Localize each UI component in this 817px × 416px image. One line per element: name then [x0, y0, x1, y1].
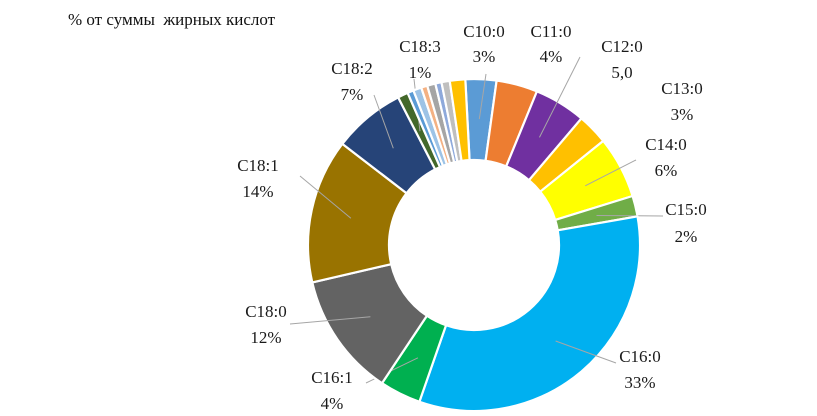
- slice-category-c16-0: C16:0: [619, 347, 661, 366]
- slice-value-c18-0: 12%: [250, 328, 281, 347]
- slice-category-c18-2: C18:2: [331, 59, 373, 78]
- slice-value-c16-0: 33%: [624, 373, 655, 392]
- leader-line-c18-1: [299, 175, 352, 219]
- slice-value-c14-0: 6%: [655, 161, 678, 180]
- slice-value-c10-0: 3%: [473, 47, 496, 66]
- leader-line-c12-0: [539, 56, 581, 138]
- leader-line-c16-0: [555, 340, 617, 364]
- chart-title: % от суммы жирных кислот: [68, 10, 276, 29]
- slice-value-c18-3: 1%: [409, 63, 432, 82]
- slice-category-c13-0: C13:0: [661, 79, 703, 98]
- slice-category-c18-3: C18:3: [399, 37, 441, 56]
- slice-value-c12-0: 5,0: [611, 63, 632, 82]
- slice-category-c15-0: C15:0: [665, 200, 707, 219]
- slice-minor-18: [448, 78, 471, 163]
- slice-value-c16-1: 4%: [321, 394, 344, 413]
- slice-category-c18-1: C18:1: [237, 156, 279, 175]
- slice-category-c14-0: C14:0: [645, 135, 687, 154]
- slice-c16-0: [418, 215, 642, 413]
- slice-category-c18-0: C18:0: [245, 302, 287, 321]
- slice-category-c10-0: C10:0: [463, 22, 505, 41]
- slice-value-c11-0: 4%: [540, 47, 563, 66]
- slice-value-c18-2: 7%: [341, 85, 364, 104]
- slice-category-c16-1: C16:1: [311, 368, 353, 387]
- slice-value-c15-0: 2%: [675, 227, 698, 246]
- slice-category-c12-0: C12:0: [601, 37, 643, 56]
- slice-value-c18-1: 14%: [242, 182, 273, 201]
- leader-line-c18-0: [289, 316, 371, 325]
- leader-line-c10-0: [478, 73, 487, 120]
- slice-value-c13-0: 3%: [671, 105, 694, 124]
- leader-line-c14-0: [585, 159, 637, 187]
- leader-line-c15-0: [596, 214, 664, 217]
- leader-line-c18-2: [373, 94, 394, 149]
- slice-category-c11-0: C11:0: [531, 22, 572, 41]
